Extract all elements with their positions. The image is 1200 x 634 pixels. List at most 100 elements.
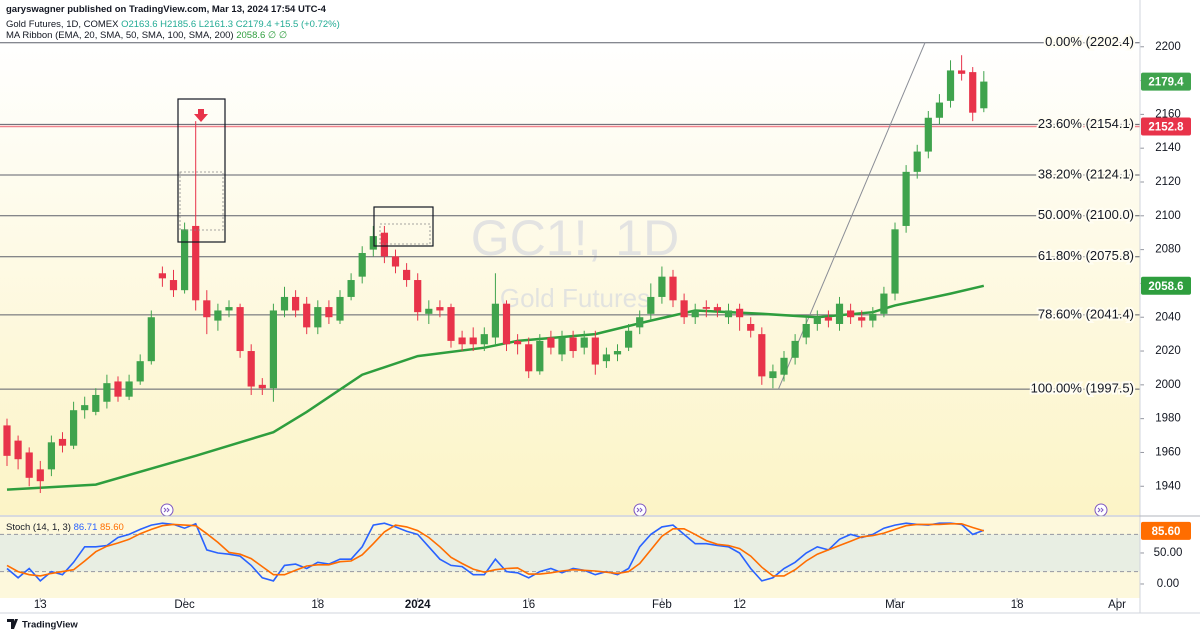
candle-body — [414, 280, 422, 313]
candle-body — [125, 381, 133, 397]
header-row: MA Ribbon (EMA, 20, SMA, 50, SMA, 100, S… — [6, 30, 287, 41]
candle-body — [25, 452, 33, 478]
x-tick-label: 12 — [733, 599, 746, 611]
candle-body — [813, 317, 821, 324]
stoch-k: 86.71 — [74, 522, 98, 533]
candle-body — [835, 303, 844, 324]
candle-body — [391, 256, 400, 267]
event-marker[interactable] — [160, 503, 174, 517]
candle-body — [236, 307, 244, 352]
candle-body — [547, 337, 555, 348]
candle-body — [247, 351, 255, 387]
candle-body — [713, 307, 722, 311]
candle-body — [14, 440, 22, 460]
candle-body — [469, 337, 477, 345]
candle-body — [458, 337, 466, 345]
annotation-inner — [379, 223, 431, 245]
y-tick-label: 1960 — [1155, 446, 1181, 458]
event-marker[interactable] — [1094, 503, 1108, 517]
annotation-box — [373, 206, 434, 247]
main-pane-bg — [0, 40, 1140, 515]
candle-body — [92, 394, 100, 412]
x-tick-label: 18 — [1011, 599, 1024, 611]
ma-line — [6, 284, 985, 491]
price-box-label: 2152.8 — [1148, 122, 1184, 134]
candle-body — [569, 337, 577, 352]
candle-body — [169, 280, 178, 291]
candle-body — [558, 337, 566, 355]
candle-body — [225, 307, 233, 311]
header-text: ∅ ∅ — [268, 30, 287, 41]
y-tick-label: 2080 — [1155, 244, 1181, 256]
candle-body — [491, 303, 500, 338]
watermark: GC1!, 1D — [471, 210, 679, 266]
price-box — [1141, 117, 1191, 136]
candle-body — [336, 296, 344, 321]
fib-label: 100.00% (1997.5) — [1031, 381, 1134, 396]
candle-body — [802, 323, 810, 338]
fib-label: 61.80% (2075.8) — [1038, 248, 1134, 263]
stoch-line — [6, 522, 985, 583]
candle-body — [81, 405, 89, 411]
annotation-arrow — [194, 109, 208, 122]
candle-body — [669, 276, 677, 301]
candle-body — [902, 171, 910, 226]
price-box — [1141, 72, 1191, 91]
candle-body — [758, 334, 766, 377]
y-tick-label: 50.00 — [1154, 547, 1183, 559]
candle-body — [69, 410, 78, 446]
fib-label: 78.60% (2041.4) — [1038, 306, 1134, 321]
x-tick-label: Mar — [885, 599, 905, 611]
x-tick-label: Dec — [174, 599, 195, 611]
candle-body — [924, 117, 932, 152]
candle-body — [514, 340, 522, 345]
candle-body — [791, 340, 799, 358]
x-tick-label: 13 — [34, 599, 47, 611]
candle-body — [180, 229, 189, 291]
candle-body — [103, 383, 111, 402]
candle-body — [769, 371, 777, 379]
event-marker[interactable] — [633, 503, 647, 517]
candle-body — [647, 296, 655, 314]
candle-body — [203, 300, 211, 318]
x-tick-label: 16 — [522, 599, 535, 611]
candle-body — [380, 232, 389, 257]
logo-mark — [7, 619, 18, 629]
candle-body — [325, 307, 333, 318]
price-box — [1141, 276, 1191, 295]
candle-body — [702, 307, 710, 309]
header-row: garyswagner published on TradingView.com… — [6, 4, 327, 15]
candle-body — [314, 307, 322, 328]
price-box-label: 2179.4 — [1148, 77, 1184, 89]
stoch-d: 85.60 — [100, 522, 124, 533]
candle-body — [214, 310, 222, 321]
fib-label: 50.00% (2100.0) — [1038, 207, 1134, 222]
header-text: O2163.6 H2185.6 L2161.3 C2179.4 +15.5 (+… — [121, 19, 340, 30]
stoch-line — [6, 523, 985, 577]
candle-body — [347, 280, 355, 297]
header-row: Gold Futures, 1D, COMEX O2163.6 H2185.6 … — [6, 19, 340, 30]
candle-body — [269, 310, 278, 389]
annotation-inner — [179, 171, 224, 231]
price-box-label: 2058.6 — [1148, 281, 1183, 293]
header-text: 2058.6 — [236, 30, 265, 41]
candle-body — [369, 236, 377, 250]
x-tick-label: 2024 — [405, 599, 431, 611]
x-tick-label: Apr — [1108, 599, 1126, 611]
candle-body — [280, 296, 289, 311]
candle-body — [47, 442, 55, 470]
y-tick-label: 2120 — [1155, 176, 1181, 188]
candle-body — [114, 381, 122, 397]
candle-body — [258, 384, 266, 389]
y-tick-label: 2020 — [1155, 345, 1181, 357]
y-tick-label: 2100 — [1155, 210, 1181, 222]
candle-body — [303, 303, 311, 328]
candle-body — [680, 300, 688, 318]
candle-body — [824, 317, 833, 321]
candle-body — [913, 151, 921, 172]
candle-body — [780, 357, 788, 375]
candle-body — [536, 340, 544, 372]
candle-body — [602, 354, 611, 362]
candle-body — [625, 330, 633, 348]
